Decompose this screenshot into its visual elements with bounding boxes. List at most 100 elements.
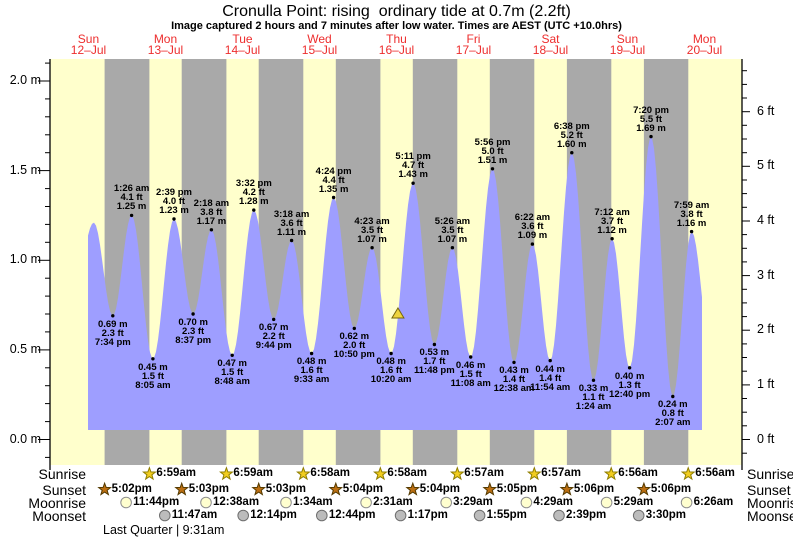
sunset-time: 5:02pm <box>111 482 152 495</box>
tide-extreme-dot <box>570 151 574 155</box>
sunrise-time: 6:56am <box>695 467 735 479</box>
astro-row-label-left-moonset: Moonset <box>32 507 86 524</box>
y-axis-label-m: 0.0 m <box>9 431 41 446</box>
sunrise-star-icon <box>142 466 157 481</box>
sunset-star-icon <box>405 481 421 496</box>
y-axis-label-m: 1.0 m <box>9 252 41 267</box>
tide-high-label: 2:18 am 3.8 ft 1.17 m <box>193 197 230 227</box>
sunrise-time: 6:56am <box>618 467 658 479</box>
day-label-name: Wed <box>307 32 332 46</box>
day-label-date: 20–Jul <box>686 43 723 57</box>
moonrise-icon <box>680 496 693 509</box>
moonset-icon <box>316 509 328 522</box>
sunset-star-icon <box>636 481 652 496</box>
tide-extreme-dot <box>272 317 276 322</box>
sunrise-star-icon <box>526 466 542 481</box>
astro-row-label-right-sunrise: Sunrise <box>747 466 793 482</box>
moonrise-time: 11:44pm <box>133 495 180 508</box>
tide-high-label: 7:20 pm 5.5 ft 1.69 m <box>633 104 669 134</box>
tide-extreme-dot <box>671 394 675 399</box>
tide-low-label: 0.33 m 1.1 ft 1:24 am <box>575 383 612 413</box>
tide-extreme-dot <box>111 314 115 318</box>
y-axis-label-ft: 5 ft <box>757 158 775 173</box>
moonset-time: 3:30pm <box>645 508 686 521</box>
y-axis-label-ft: 4 ft <box>757 212 775 227</box>
tide-high-label: 1:26 am 4.1 ft 1.25 m <box>113 183 150 213</box>
sunset-time: 5:06pm <box>573 482 615 495</box>
tide-high-label: 5:26 am 3.5 ft 1.07 m <box>434 215 471 245</box>
day-label-date: 14–Jul <box>224 43 261 57</box>
tide-high-label: 4:24 pm 4.4 ft 1.35 m <box>315 165 352 195</box>
moonrise-icon <box>120 496 132 509</box>
tide-extreme-dot <box>548 358 552 363</box>
tide-high-label: 5:56 pm 5.0 ft 1.51 m <box>474 136 511 166</box>
day-label-name: Mon <box>153 32 178 46</box>
tide-high-label: 3:18 am 3.6 ft 1.11 m <box>273 208 310 238</box>
sunset-time: 5:03pm <box>188 482 229 495</box>
tide-high-label: 2:39 pm 4.0 ft 1.23 m <box>156 187 192 217</box>
day-label-date: 12–Jul <box>70 43 107 57</box>
moonrise-icon <box>600 496 613 509</box>
sunrise-star-icon <box>219 466 234 481</box>
sunset-star-icon <box>97 481 112 496</box>
tide-extreme-dot <box>129 213 134 218</box>
tide-high-label: 6:38 pm 5.2 ft 1.60 m <box>553 120 590 150</box>
day-label-name: Tue <box>232 32 253 46</box>
astro-row-label-left-moonrise: Moonrise <box>28 494 86 511</box>
moonset-time: 12:14pm <box>250 508 297 521</box>
tide-low-label: 0.43 m 1.4 ft 12:38 am <box>493 365 535 395</box>
sunrise-time: 6:57am <box>464 467 504 479</box>
moonrise-time: 5:29am <box>613 495 654 508</box>
moonset-icon <box>159 509 171 522</box>
astro-row-label-right-moonrise: Moonrise <box>747 494 793 511</box>
astro-row-label-left-sunrise: Sunrise <box>38 466 86 482</box>
sunset-time: 5:04pm <box>419 482 461 495</box>
y-axis-label-m: 2.0 m <box>9 73 41 87</box>
sunrise-star-icon <box>680 466 696 481</box>
tide-extreme-dot <box>490 167 495 171</box>
tide-extreme-dot <box>512 360 516 365</box>
tide-extreme-dot <box>469 355 473 359</box>
tide-low-label: 0.70 m 2.3 ft 8:37 pm <box>175 317 212 347</box>
day-label-date: 18–Jul <box>532 43 569 57</box>
sunset-time: 5:05pm <box>496 482 538 495</box>
tide-extreme-dot <box>309 351 314 356</box>
sunset-star-icon <box>251 481 267 496</box>
tide-extreme-dot <box>172 217 176 221</box>
day-label-name: Thu <box>386 32 407 46</box>
day-label-name: Fri <box>466 32 481 46</box>
tide-low-label: 0.67 m 2.2 ft 9:44 pm <box>255 322 292 352</box>
day-label-date: 13–Jul <box>147 43 184 57</box>
sunset-star-icon <box>174 481 190 496</box>
sunset-star-icon <box>328 481 344 496</box>
sunset-star-icon <box>559 481 575 496</box>
day-label-name: Sun <box>616 32 639 46</box>
sunrise-time: 6:57am <box>541 467 581 479</box>
moonset-icon <box>394 509 407 522</box>
moonrise-icon <box>200 496 212 509</box>
tide-extreme-dot <box>191 312 195 316</box>
moonrise-icon <box>520 496 533 509</box>
tide-extreme-dot <box>289 238 294 243</box>
tide-curve <box>88 137 702 430</box>
y-axis-label-ft: 3 ft <box>757 267 775 282</box>
tide-extreme-dot <box>610 237 614 241</box>
tide-extreme-dot <box>591 378 596 382</box>
day-label-date: 16–Jul <box>378 43 415 57</box>
tide-extreme-dot <box>530 242 535 246</box>
moonrise-icon <box>280 496 292 509</box>
tide-low-label: 0.24 m 0.8 ft 2:07 am <box>655 399 691 429</box>
y-axis-label-m: 1.5 m <box>9 162 41 177</box>
tide-low-label: 0.69 m 2.3 ft 7:34 pm <box>94 318 131 348</box>
day-label-date: 19–Jul <box>609 43 646 57</box>
sunrise-star-icon <box>296 466 311 481</box>
moonset-time: 1:55pm <box>486 508 527 521</box>
tide-extreme-dot <box>151 357 155 361</box>
tide-low-label: 0.47 m 1.5 ft 8:48 am <box>214 358 250 388</box>
moon-phase-label: Last Quarter | 9:31am <box>103 523 225 537</box>
day-label-date: 17–Jul <box>455 43 492 57</box>
tide-extreme-dot <box>649 134 653 139</box>
y-axis-label-ft: 0 ft <box>757 431 775 446</box>
sunset-time: 5:03pm <box>265 482 306 495</box>
